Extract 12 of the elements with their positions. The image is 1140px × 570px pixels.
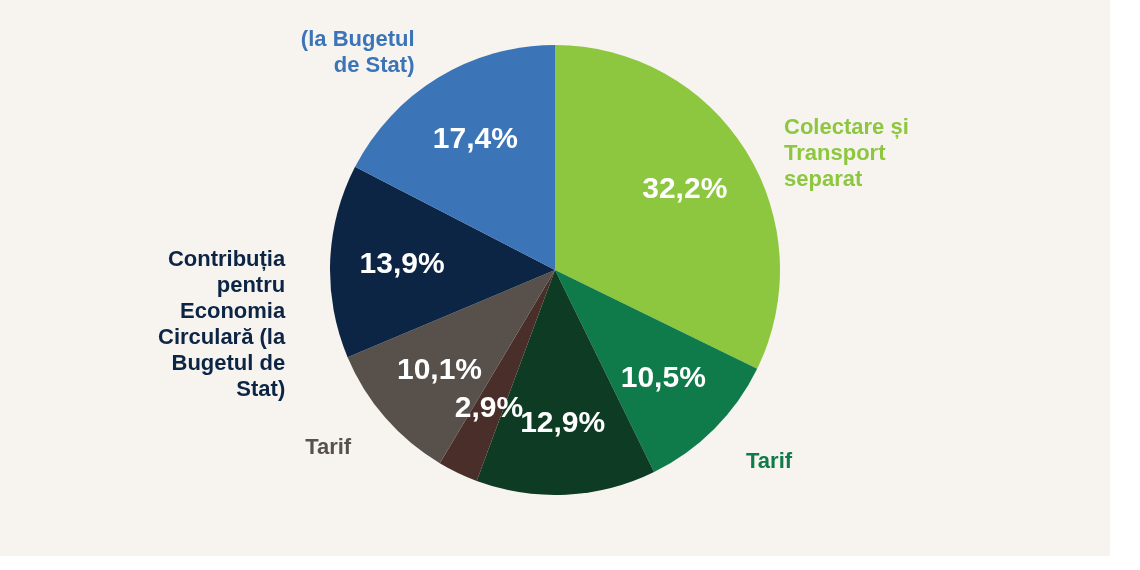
data-label: 13,9% [359, 245, 445, 279]
data-label: 17,4% [432, 121, 518, 155]
slice-label: Contribuția pentru Economia Circulară (la Bugetul de Stat) [158, 246, 286, 402]
slice-label: Tarif [746, 447, 793, 473]
slice-label: (la Bugetul de Stat) [300, 26, 415, 78]
data-label: 10,5% [620, 360, 706, 394]
pie-slice [330, 166, 555, 358]
pie-slice [555, 45, 780, 369]
slice-label: Colectare și Transport separat [784, 113, 909, 191]
data-label: 10,1% [396, 352, 483, 386]
data-label: 32,2% [642, 170, 728, 204]
slice-label: Tarif [305, 434, 352, 460]
